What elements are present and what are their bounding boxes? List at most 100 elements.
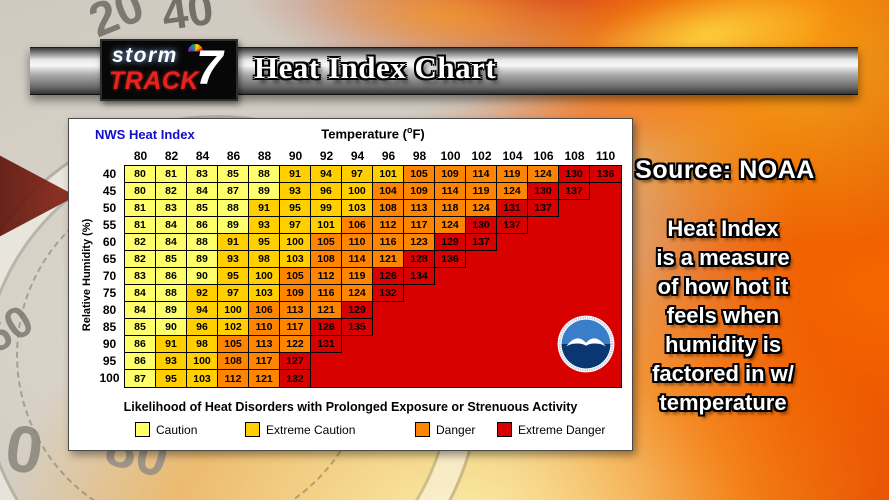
heat-index-cell: 124 (435, 217, 466, 234)
heat-index-cell: 121 (373, 251, 404, 268)
heat-index-cell (435, 353, 466, 370)
heat-index-cell: 105 (404, 166, 435, 183)
heat-index-cell: 84 (187, 183, 218, 200)
legend-label: Extreme Danger (518, 422, 606, 437)
heat-index-cell: 88 (156, 285, 187, 302)
heat-index-cell (342, 353, 373, 370)
heat-index-cell: 94 (187, 302, 218, 319)
heat-index-cell (466, 285, 497, 302)
heat-index-cell (559, 234, 590, 251)
heat-index-cell: 131 (497, 200, 528, 217)
heat-index-cell (435, 370, 466, 387)
heat-index-cell (528, 268, 559, 285)
heat-index-cell: 82 (156, 183, 187, 200)
heat-index-cell: 116 (311, 285, 342, 302)
heat-index-cell: 135 (342, 319, 373, 336)
heat-index-cell (528, 251, 559, 268)
dial-number: 40 (158, 0, 217, 41)
humidity-row-header: 45 (102, 184, 117, 198)
heat-index-cell: 122 (280, 336, 311, 353)
heat-index-cell: 137 (466, 234, 497, 251)
heat-index-cell: 137 (559, 183, 590, 200)
heat-index-cell: 84 (125, 285, 156, 302)
humidity-row-header: 65 (102, 252, 117, 266)
temperature-axis-label: Temperature (oF) (321, 125, 425, 142)
heat-index-cell (466, 302, 497, 319)
chart-title: NWS Heat Index (95, 127, 195, 142)
heat-index-cell: 90 (187, 268, 218, 285)
heat-index-cell: 134 (404, 268, 435, 285)
heat-index-cell: 109 (435, 166, 466, 183)
heat-index-cell (404, 353, 435, 370)
temp-col-header: 82 (164, 149, 179, 163)
humidity-row-header: 90 (102, 337, 117, 351)
heat-index-cell: 91 (280, 166, 311, 183)
heat-index-cell (559, 285, 590, 302)
heat-index-cell: 114 (342, 251, 373, 268)
legend-swatch (415, 422, 430, 437)
heat-index-cell: 83 (187, 166, 218, 183)
heat-index-cell: 85 (187, 200, 218, 217)
source-credit: Source: NOAA (635, 156, 815, 184)
temp-col-header: 106 (533, 149, 554, 163)
heat-index-cell: 104 (373, 183, 404, 200)
heat-index-cell (373, 370, 404, 387)
heat-index-cell: 124 (466, 200, 497, 217)
temp-col-header: 86 (226, 149, 241, 163)
heat-index-cell (466, 319, 497, 336)
heat-index-cell: 113 (280, 302, 311, 319)
heat-index-cell (590, 183, 621, 200)
heat-index-cell (497, 285, 528, 302)
heat-index-cell: 119 (497, 166, 528, 183)
heat-index-cell: 129 (435, 234, 466, 251)
legend-swatch (135, 422, 150, 437)
heat-index-cell: 112 (311, 268, 342, 285)
heat-index-cell: 86 (125, 336, 156, 353)
humidity-row-header: 60 (102, 235, 117, 249)
heat-index-cell (590, 370, 621, 387)
heat-index-cell: 121 (249, 370, 280, 387)
temp-col-header: 88 (257, 149, 272, 163)
heat-index-cell: 118 (435, 200, 466, 217)
heat-index-cell: 86 (156, 268, 187, 285)
temperature-header-row: 80 82 84 86 88 90 92 94 96 98 100 102 104 106 108 110 (125, 148, 621, 165)
heat-index-cell: 117 (249, 353, 280, 370)
temp-col-header: 98 (412, 149, 427, 163)
legend-item-extreme-danger: Extreme Danger (497, 422, 605, 437)
heat-index-cell (559, 217, 590, 234)
heat-index-cell: 128 (404, 251, 435, 268)
heat-index-cell: 110 (342, 234, 373, 251)
heat-index-cell: 106 (249, 302, 280, 319)
temp-col-header: 108 (564, 149, 585, 163)
heat-index-cell: 112 (373, 217, 404, 234)
heat-index-cell: 126 (373, 268, 404, 285)
heat-index-cell: 93 (218, 251, 249, 268)
heat-index-cell (559, 370, 590, 387)
heat-index-cell: 130 (466, 217, 497, 234)
heat-index-cell: 88 (249, 166, 280, 183)
temp-col-header: 104 (502, 149, 523, 163)
heat-index-cell (528, 234, 559, 251)
heat-index-cell (435, 302, 466, 319)
heat-index-cell: 112 (218, 370, 249, 387)
heat-index-cell (590, 268, 621, 285)
heat-index-cell: 98 (249, 251, 280, 268)
heat-index-cell: 99 (311, 200, 342, 217)
humidity-axis-label: Relative Humidity (%) (81, 218, 93, 332)
heat-index-cell: 85 (156, 251, 187, 268)
temp-col-header: 90 (288, 149, 303, 163)
heat-index-cell: 114 (466, 166, 497, 183)
humidity-row-header: 40 (102, 167, 117, 181)
heat-index-cell: 97 (218, 285, 249, 302)
heat-index-cell (528, 285, 559, 302)
heat-index-cell: 90 (156, 319, 187, 336)
description-line: Heat Index (667, 216, 779, 241)
legend-label: Extreme Caution (266, 422, 356, 437)
humidity-row-header: 70 (102, 269, 117, 283)
humidity-row-header: 95 (102, 354, 117, 368)
humidity-row-header: 50 (102, 201, 117, 215)
heat-index-cell: 100 (187, 353, 218, 370)
heat-index-cell: 86 (187, 217, 218, 234)
heat-index-cell (590, 234, 621, 251)
heat-index-cell: 119 (466, 183, 497, 200)
